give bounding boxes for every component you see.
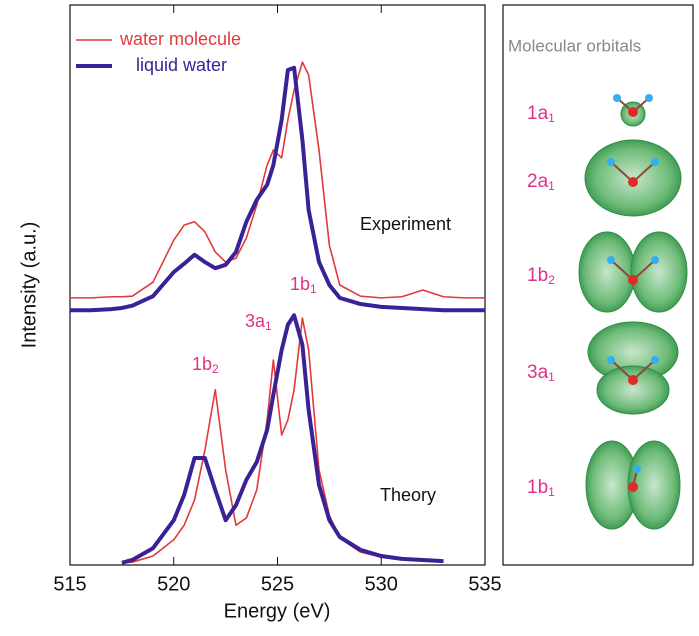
x-axis-label: Energy (eV) <box>224 600 331 622</box>
x-tick-label: 515 <box>53 573 86 595</box>
molecule-atoms <box>607 94 659 492</box>
orbital-label-sub: 1 <box>548 485 555 499</box>
orbital-label-main: 3a <box>527 362 549 383</box>
orbital-label-main: 2a <box>527 171 549 192</box>
orbital-shapes <box>578 101 688 530</box>
orbital-label-sub: 1 <box>548 370 555 384</box>
peak-label-main: 1b <box>192 354 212 374</box>
peak-label-sub: 1 <box>265 319 272 333</box>
peak-label: 3a1 <box>245 311 272 333</box>
orbital-label: 3a1 <box>527 362 555 384</box>
peak-label: 1b2 <box>192 354 219 376</box>
orbital-label: 1a1 <box>527 103 555 125</box>
legend-label: water molecule <box>119 29 241 49</box>
orbital-label-sub: 1 <box>548 179 555 193</box>
orbital-label: 1b2 <box>527 265 555 287</box>
orbital-label-main: 1b <box>527 477 548 498</box>
peak-label-main: 3a <box>245 311 266 331</box>
orbital-label-sub: 1 <box>548 111 555 125</box>
orbital-title: Molecular orbitals <box>508 36 641 55</box>
x-tick-label: 530 <box>365 573 398 595</box>
legend-label: liquid water <box>136 55 227 75</box>
orbital-label-main: 1b <box>527 265 548 286</box>
annotation: Theory <box>380 485 436 505</box>
series-line <box>70 61 485 299</box>
orbital-panel <box>502 4 694 566</box>
annotation: Experiment <box>360 214 451 234</box>
orbital-label: 2a1 <box>527 171 555 193</box>
series-line <box>121 313 444 565</box>
orbital-label-main: 1a <box>527 103 549 124</box>
x-tick-label: 525 <box>261 573 294 595</box>
orbital-label-sub: 2 <box>548 273 555 287</box>
orbital-label: 1b1 <box>527 477 555 499</box>
x-tick-label: 535 <box>468 573 501 595</box>
plot-frame <box>69 4 486 566</box>
peak-label-sub: 2 <box>212 362 219 376</box>
peak-label-sub: 1 <box>310 282 317 296</box>
peak-label-main: 1b <box>290 274 310 294</box>
peak-label: 1b1 <box>290 274 317 296</box>
x-tick-label: 520 <box>157 573 190 595</box>
y-axis-label: Intensity (a.u.) <box>18 222 40 349</box>
series-line <box>70 65 485 313</box>
